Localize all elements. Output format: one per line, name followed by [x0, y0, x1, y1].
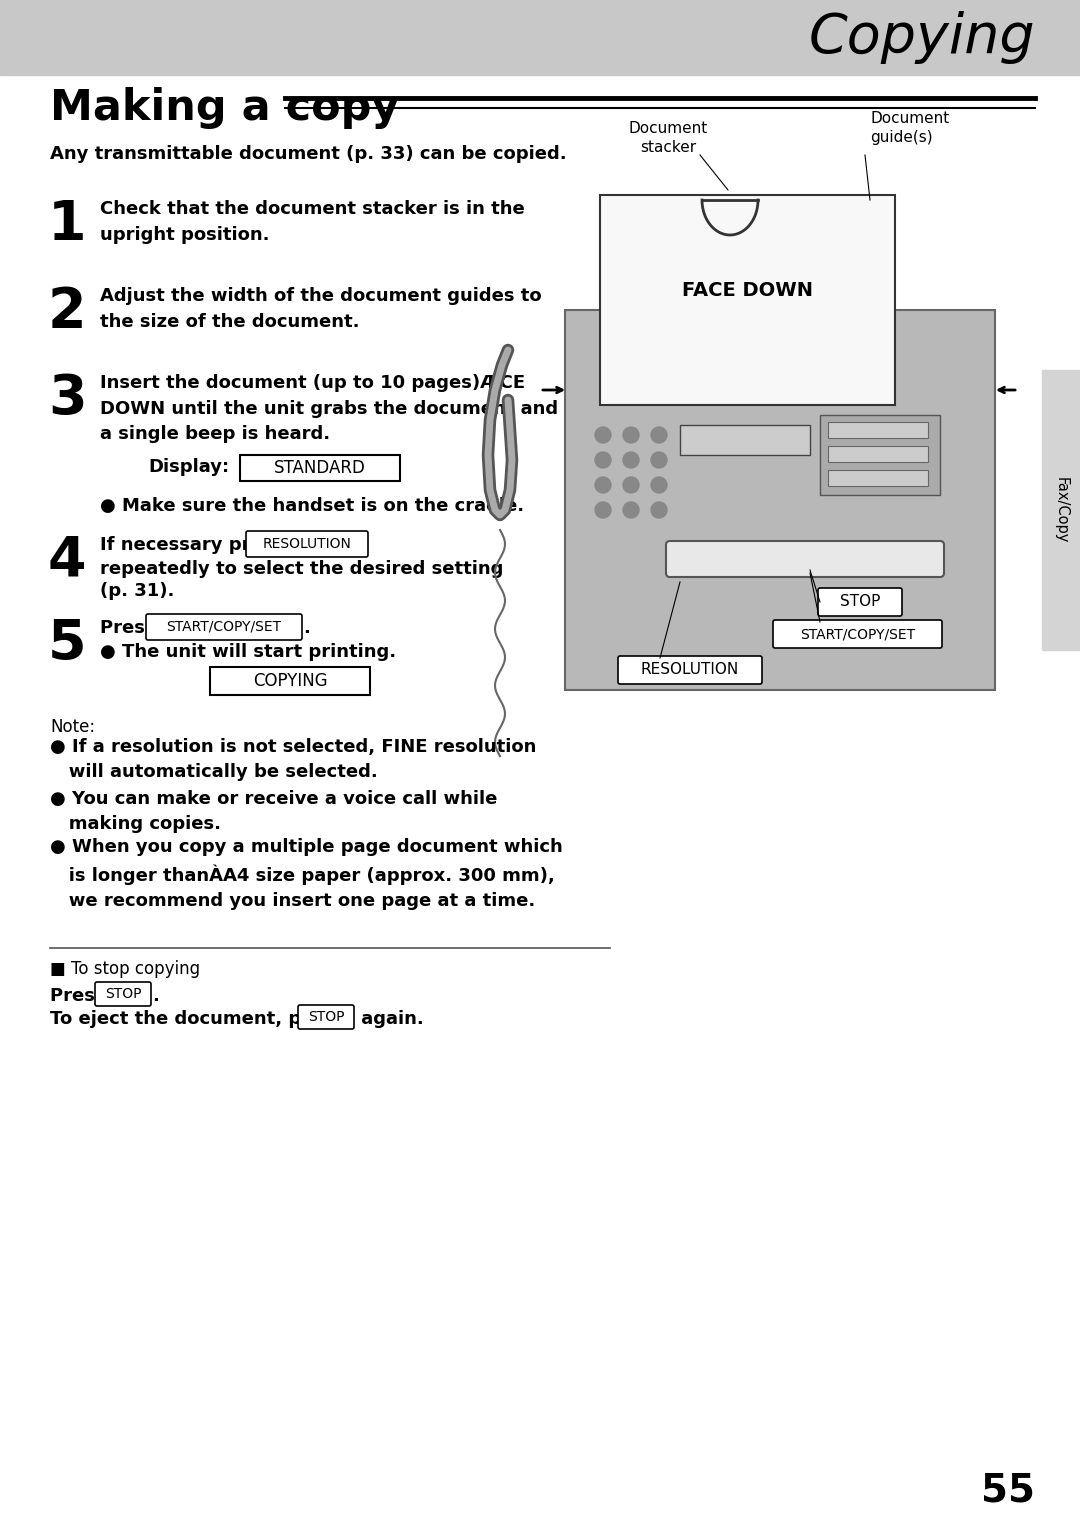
Bar	[0, 0, 1080, 75]
Text: .: .	[303, 620, 310, 636]
Text: Check that the document stacker is in the
upright position.: Check that the document stacker is in th…	[100, 200, 525, 244]
Text: STANDARD: STANDARD	[274, 459, 366, 478]
Circle shape	[595, 502, 611, 517]
Bar	[828, 423, 928, 438]
Bar	[240, 455, 400, 481]
FancyBboxPatch shape	[773, 620, 942, 649]
Circle shape	[623, 502, 639, 517]
Text: FACE DOWN: FACE DOWN	[683, 281, 813, 299]
Bar	[828, 470, 928, 485]
Text: Document
stacker: Document stacker	[629, 122, 707, 156]
Text: ■ To stop copying: ■ To stop copying	[50, 960, 200, 978]
Circle shape	[595, 478, 611, 493]
FancyBboxPatch shape	[818, 588, 902, 617]
Circle shape	[651, 427, 667, 443]
Text: ● When you copy a multiple page document which
   is longer thanÀA4 size paper (: ● When you copy a multiple page document…	[50, 838, 563, 909]
Bar	[600, 195, 895, 404]
Text: COPYING: COPYING	[253, 671, 327, 690]
Text: Making a copy: Making a copy	[50, 87, 400, 130]
Text: If necessary press: If necessary press	[100, 536, 291, 554]
Bar	[820, 415, 940, 494]
Text: RESOLUTION: RESOLUTION	[640, 662, 739, 678]
Text: 3: 3	[48, 372, 86, 426]
Circle shape	[651, 452, 667, 468]
Circle shape	[651, 478, 667, 493]
Text: START/COPY/SET: START/COPY/SET	[166, 620, 282, 633]
Text: .: .	[152, 987, 159, 1006]
Text: again.: again.	[355, 1010, 423, 1029]
Text: repeatedly to select the desired setting: repeatedly to select the desired setting	[100, 560, 503, 578]
Bar	[828, 446, 928, 462]
Text: Display:: Display:	[149, 458, 230, 476]
Text: 5: 5	[48, 617, 86, 671]
FancyBboxPatch shape	[298, 1006, 354, 1029]
Text: STOP: STOP	[308, 1010, 345, 1024]
Text: STOP: STOP	[105, 987, 141, 1001]
Text: Fax/Copy: Fax/Copy	[1053, 476, 1068, 543]
Text: Press: Press	[100, 620, 162, 636]
Circle shape	[623, 478, 639, 493]
Text: (p. 31).: (p. 31).	[100, 581, 174, 600]
FancyBboxPatch shape	[146, 613, 302, 639]
Text: Adjust the width of the document guides to
the size of the document.: Adjust the width of the document guides …	[100, 287, 542, 331]
FancyBboxPatch shape	[618, 656, 762, 684]
Circle shape	[595, 452, 611, 468]
Circle shape	[623, 427, 639, 443]
Bar	[210, 667, 370, 694]
Text: Insert the document (up to 10 pages)ÆCE
DOWN until the unit grabs the document a: Insert the document (up to 10 pages)ÆCE …	[100, 374, 558, 444]
Circle shape	[595, 427, 611, 443]
Text: ● You can make or receive a voice call while
   making copies.: ● You can make or receive a voice call w…	[50, 790, 498, 833]
Bar	[1042, 369, 1080, 650]
Text: To eject the document, pres: To eject the document, pres	[50, 1010, 333, 1029]
Text: 2: 2	[48, 285, 86, 339]
Text: 55: 55	[981, 1471, 1035, 1509]
Text: Any transmittable document (p. 33) can be copied.: Any transmittable document (p. 33) can b…	[50, 145, 567, 163]
FancyBboxPatch shape	[565, 310, 995, 690]
Text: Note:: Note:	[50, 719, 95, 736]
FancyBboxPatch shape	[246, 531, 368, 557]
Text: Press: Press	[50, 987, 111, 1006]
Text: START/COPY/SET: START/COPY/SET	[800, 627, 915, 641]
Text: ● Make sure the handset is on the cradle.: ● Make sure the handset is on the cradle…	[100, 497, 524, 514]
Circle shape	[651, 502, 667, 517]
Bar	[680, 426, 810, 455]
Text: STOP: STOP	[840, 595, 880, 609]
FancyBboxPatch shape	[666, 542, 944, 577]
Text: ● If a resolution is not selected, FINE resolution
   will automatically be sele: ● If a resolution is not selected, FINE …	[50, 739, 537, 781]
Text: 1: 1	[48, 198, 86, 252]
Text: Copying: Copying	[808, 11, 1035, 64]
Circle shape	[623, 452, 639, 468]
Text: ● The unit will start printing.: ● The unit will start printing.	[100, 642, 396, 661]
Text: Document
guide(s): Document guide(s)	[870, 111, 949, 145]
Text: RESOLUTION: RESOLUTION	[262, 537, 351, 551]
FancyBboxPatch shape	[95, 983, 151, 1006]
Text: 4: 4	[48, 534, 86, 588]
